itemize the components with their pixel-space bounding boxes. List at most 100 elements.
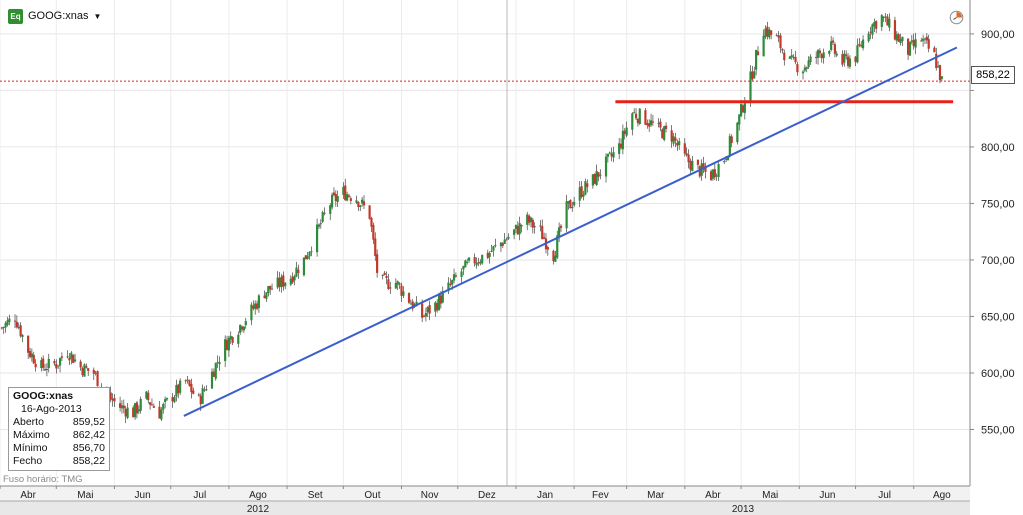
candle-up xyxy=(315,224,319,253)
candle-down xyxy=(19,325,22,337)
candle-up xyxy=(512,229,516,235)
candle-down xyxy=(713,169,716,178)
candle-up xyxy=(608,152,611,154)
candle-up xyxy=(717,164,720,178)
candle-up xyxy=(873,22,876,27)
candle-down xyxy=(846,56,850,66)
info-row-close: Fecho 858,22 xyxy=(13,455,105,467)
candle-down xyxy=(815,56,818,58)
candle-up xyxy=(828,50,831,54)
candle-down xyxy=(79,361,82,368)
candle-down xyxy=(27,335,30,353)
candle-down xyxy=(634,113,638,119)
candle-down xyxy=(546,247,549,250)
ohlc-info-box: GOOG:xnas 16-Ago-2013 Aberto 859,52 Máxim… xyxy=(8,387,110,471)
trend-line[interactable] xyxy=(183,46,958,417)
candle-down xyxy=(158,406,161,419)
candle-up xyxy=(871,24,874,35)
chevron-down-icon[interactable]: ▼ xyxy=(93,11,102,21)
candle-down xyxy=(334,194,337,202)
candle-down xyxy=(875,21,878,29)
candle-up xyxy=(507,236,510,239)
candle-down xyxy=(796,64,799,73)
candle-down xyxy=(147,392,150,401)
candle-up xyxy=(126,407,129,418)
candle-up xyxy=(30,353,33,358)
candle-down xyxy=(349,198,352,201)
candle-up xyxy=(224,339,227,361)
candle-down xyxy=(927,39,930,49)
symbol-selector[interactable]: GOOG:xnas xyxy=(28,10,89,22)
year-label: 2012 xyxy=(247,504,270,515)
candle-up xyxy=(162,404,165,410)
candle-down xyxy=(370,218,373,227)
candle-down xyxy=(43,369,47,371)
candle-up xyxy=(726,156,730,161)
x-tick-label: Jul xyxy=(193,490,206,501)
candle-down xyxy=(270,288,274,290)
candle-up xyxy=(901,36,904,42)
x-tick-label: Set xyxy=(308,490,323,501)
candle-down xyxy=(569,199,572,209)
candle-up xyxy=(728,136,731,157)
candle-up xyxy=(816,50,820,58)
candle-up xyxy=(57,365,60,367)
y-axis: 550,00 600,00 650,00 700,00 750,00 800,00 900,… xyxy=(970,29,1015,436)
candle-up xyxy=(402,291,405,296)
candle-up xyxy=(2,327,5,329)
candle-up xyxy=(861,39,865,49)
candle-up xyxy=(724,158,728,160)
candle-up xyxy=(293,276,296,281)
info-row-open: Aberto 859,52 xyxy=(13,416,105,428)
candle-up xyxy=(595,170,598,186)
candle-down xyxy=(831,40,835,43)
candle-down xyxy=(81,368,84,376)
candle-down xyxy=(501,243,504,246)
candle-up xyxy=(910,40,913,42)
candle-down xyxy=(96,371,99,387)
candle-up xyxy=(394,283,397,289)
candle-down xyxy=(533,226,536,228)
candle-down xyxy=(683,143,686,154)
candle-up xyxy=(591,174,594,186)
candle-down xyxy=(225,340,229,350)
candle-down xyxy=(42,358,45,368)
candle-up xyxy=(599,174,602,176)
candle-up xyxy=(267,286,270,294)
clock-icon[interactable] xyxy=(949,10,964,25)
candle-down xyxy=(109,392,112,400)
candle-up xyxy=(807,60,810,68)
candle-down xyxy=(92,369,95,374)
x-tick-label: Nov xyxy=(421,490,439,501)
candle-down xyxy=(55,363,58,369)
candle-up xyxy=(145,391,148,399)
candle-up xyxy=(753,71,756,79)
candle-up xyxy=(139,398,142,411)
candle-down xyxy=(702,163,705,170)
candle-up xyxy=(4,323,7,328)
candle-down xyxy=(252,305,255,309)
candle-down xyxy=(520,225,523,227)
candle-down xyxy=(240,326,244,330)
candle-down xyxy=(854,56,857,63)
candle-up xyxy=(203,389,206,391)
candle-up xyxy=(437,294,441,310)
candle-up xyxy=(47,358,50,369)
candle-up xyxy=(749,71,752,103)
candle-down xyxy=(531,219,534,228)
candle-down xyxy=(17,327,20,329)
candle-up xyxy=(835,53,838,56)
candle-down xyxy=(387,279,390,289)
candle-up xyxy=(888,18,891,28)
candle-down xyxy=(610,153,613,157)
candle-down xyxy=(368,205,371,219)
candle-up xyxy=(612,152,615,158)
candle-down xyxy=(659,121,662,128)
candle-up xyxy=(711,169,715,179)
x-axis-band xyxy=(0,486,970,501)
y-tick-label: 900,00 xyxy=(981,29,1015,41)
candle-up xyxy=(649,120,653,126)
candle-up xyxy=(94,372,97,374)
candle-down xyxy=(421,303,424,318)
